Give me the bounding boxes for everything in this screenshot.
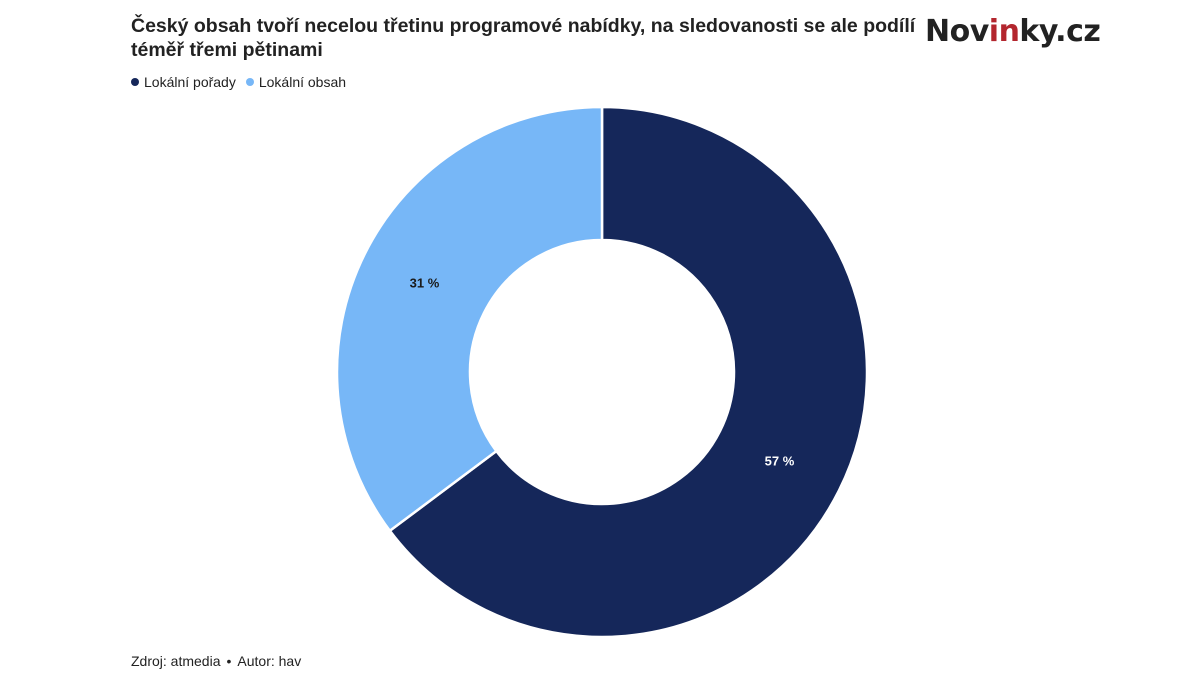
logo-text-main: Nov [925, 14, 989, 49]
chart-legend: Lokální pořady Lokální obsah [131, 74, 346, 90]
legend-dot-icon [131, 78, 139, 86]
logo-text-rest: ky.cz [1019, 14, 1101, 49]
logo-text-accent: in [988, 14, 1020, 49]
source-text: Zdroj: atmedia [131, 653, 221, 669]
donut-slice-0[interactable] [388, 105, 869, 639]
slice-data-label-0: 57 % [765, 453, 795, 468]
novinky-logo: Novinky.cz [925, 14, 1101, 49]
donut-slice-1[interactable] [335, 105, 604, 533]
legend-label: Lokální obsah [258, 74, 347, 90]
slice-data-label-1: 31 % [410, 276, 440, 291]
author-text: Autor: hav [237, 653, 302, 669]
footer-separator: • [226, 653, 232, 669]
legend-dot-icon [245, 78, 254, 86]
legend-item-lokalni-porady[interactable]: Lokální pořady [131, 74, 236, 90]
chart-title: Český obsah tvoří necelou třetinu progra… [131, 15, 916, 61]
legend-item-lokalni-obsah[interactable]: Lokální obsah [245, 74, 347, 90]
chart-footer: Zdroj: atmedia • Autor: hav [131, 653, 301, 669]
legend-label: Lokální pořady [144, 74, 236, 90]
